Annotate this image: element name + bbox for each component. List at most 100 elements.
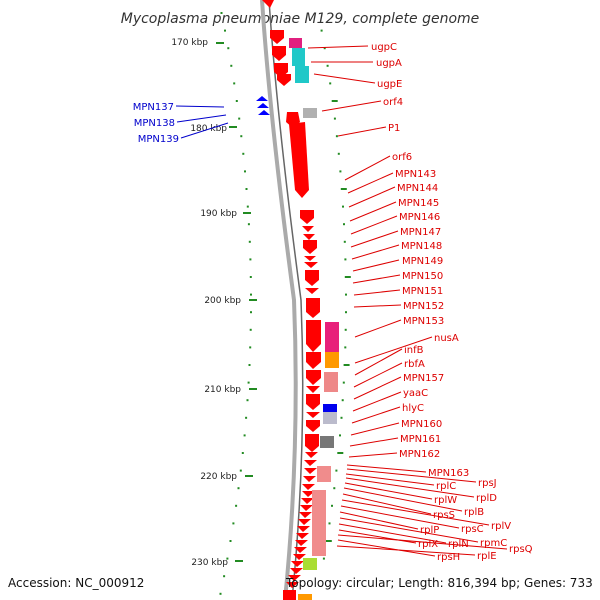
gene-label-MPN145[interactable]: MPN145 [398, 198, 439, 209]
gene-label-rpmC[interactable]: rpmC [480, 538, 507, 549]
gene-label-rpsC[interactable]: rpsC [461, 524, 484, 535]
gene-arrow-MPN145[interactable] [303, 234, 315, 240]
gene-label-rplC[interactable]: rplC [436, 481, 456, 492]
gene-label-rpsH[interactable]: rpsH [437, 552, 460, 563]
gene-arrow-rplD[interactable] [301, 498, 314, 504]
gene-label-hlyC[interactable]: hlyC [402, 403, 424, 414]
gene-arrow-rplP[interactable] [295, 540, 308, 546]
gene-label-MPN149[interactable]: MPN149 [402, 256, 443, 267]
gene-label-MPN147[interactable]: MPN147 [400, 227, 441, 238]
scale-label-190: 190 kbp [200, 209, 251, 219]
gene-arrow-rpsS[interactable] [298, 519, 311, 525]
tick-mark [342, 381, 345, 384]
gene-arrow-MPN151[interactable] [306, 298, 320, 318]
gene-arrow-rplC[interactable] [302, 491, 315, 497]
gene-label-rpsS[interactable]: rpsS [433, 510, 455, 521]
gene-arrow-MPN163[interactable] [303, 476, 316, 482]
gene-label-MPN162[interactable]: MPN162 [399, 449, 440, 460]
gene-arrow-MPN149[interactable] [305, 270, 319, 286]
gene-label-MPN151[interactable]: MPN151 [402, 286, 443, 297]
gene-arrow-ugpA[interactable] [272, 46, 286, 61]
gene-arrow-rpmC[interactable] [294, 547, 307, 553]
gene-arrow-rpsH[interactable] [288, 575, 301, 581]
gene-label-MPN157[interactable]: MPN157 [403, 373, 444, 384]
gene-label-ugpA[interactable]: ugpA [376, 58, 402, 69]
gene-arrow-MPN144[interactable] [302, 226, 314, 232]
gene-label-rbfA[interactable]: rbfA [404, 359, 425, 370]
gene-arrow-MPN160[interactable] [305, 452, 318, 458]
tick-mark [242, 152, 245, 155]
gene-arrow-MPN139[interactable] [258, 110, 270, 115]
gene-label-MPN163[interactable]: MPN163 [428, 468, 469, 479]
gene-label-MPN152[interactable]: MPN152 [403, 301, 444, 312]
gene-arrow-MPN146[interactable] [303, 240, 317, 254]
gene-arrow-MPN148[interactable] [304, 262, 318, 268]
gene-label-nusA[interactable]: nusA [434, 333, 459, 344]
gene-label-MPN161[interactable]: MPN161 [400, 434, 441, 445]
tick-mark [244, 170, 246, 173]
gene-label-MPN144[interactable]: MPN144 [397, 183, 438, 194]
gene-label-yaaC[interactable]: yaaC [403, 388, 428, 399]
gene-label-MPN146[interactable]: MPN146 [399, 212, 440, 223]
tick-mark [249, 258, 252, 261]
tick-mark [246, 205, 249, 208]
gene-arrow-MPN143[interactable] [300, 210, 314, 224]
gene-label-rplP[interactable]: rplP [420, 525, 439, 536]
gene-label-ugpC[interactable]: ugpC [371, 42, 397, 53]
gene-arrow-rplB[interactable] [299, 512, 312, 518]
tick-mark [223, 575, 226, 578]
gene-label-orf4[interactable]: orf4 [383, 97, 403, 108]
tick-mark [331, 504, 333, 507]
gene-label-MPN150[interactable]: MPN150 [402, 271, 443, 282]
gene-arrow-ugpC[interactable] [270, 30, 284, 44]
gene-label-rplE[interactable]: rplE [477, 551, 497, 562]
gene-label-rplN[interactable]: rplN [448, 539, 469, 550]
tick-mark [226, 557, 229, 560]
gene-label-MPN138[interactable]: MPN138 [134, 118, 175, 129]
gene-label-ugpE[interactable]: ugpE [377, 79, 402, 90]
gene-label-MPN137[interactable]: MPN137 [133, 102, 174, 113]
gene-arrow-orf4[interactable] [277, 74, 291, 86]
gene-arrow-rpsJ[interactable] [302, 484, 315, 490]
gene-arrow-bottom[interactable] [283, 590, 296, 600]
gene-arrow-orf6[interactable] [289, 122, 309, 198]
gene-arrow-MPN150[interactable] [305, 288, 319, 294]
gene-arrow-MPN137[interactable] [256, 96, 268, 101]
gene-label-MPN153[interactable]: MPN153 [403, 316, 444, 327]
gene-arrow-rplW[interactable] [300, 505, 313, 511]
gene-arrow-rplN[interactable] [293, 554, 306, 560]
gene-arrow-rbfA[interactable] [306, 394, 320, 410]
gene-arrow-nusA[interactable] [306, 370, 321, 385]
gene-label-rplV[interactable]: rplV [491, 521, 511, 532]
gene-label-MPN143[interactable]: MPN143 [395, 169, 436, 180]
gene-arrow-top[interactable] [262, 0, 274, 8]
gene-arrow-rplV[interactable] [297, 526, 310, 532]
gene-label-rplD[interactable]: rplD [476, 493, 497, 504]
gene-label-rpsQ[interactable]: rpsQ [509, 544, 533, 555]
gene-arrow-MPN153[interactable] [306, 352, 321, 369]
gene-label-infB[interactable]: infB [404, 345, 424, 356]
gene-label-MPN160[interactable]: MPN160 [401, 419, 442, 430]
gene-arrow-infB[interactable] [306, 386, 320, 393]
gene-label-rplB[interactable]: rplB [464, 507, 484, 518]
gene-label-rplX[interactable]: rplX [418, 539, 438, 550]
gene-label-MPN148[interactable]: MPN148 [401, 241, 442, 252]
gene-arrow-MPN138[interactable] [257, 103, 269, 108]
gene-arrow-yaaC[interactable] [306, 420, 320, 432]
gene-arrow-rplE[interactable] [286, 582, 299, 588]
gene-arrow-rpsQ[interactable] [290, 568, 303, 574]
gene-arrow-rpsC[interactable] [296, 533, 309, 539]
tick-mark [248, 240, 251, 243]
gene-arrow-rplX[interactable] [291, 561, 304, 567]
gene-label-MPN139[interactable]: MPN139 [138, 134, 179, 145]
gene-arrow-MPN162[interactable] [304, 468, 317, 474]
gene-arrow-MPN147[interactable] [304, 256, 316, 261]
gene-arrow-MPN157[interactable] [306, 412, 320, 418]
gene-label-rpsJ[interactable]: rpsJ [478, 478, 497, 489]
gene-arrow-MPN161[interactable] [304, 460, 317, 466]
gene-label-P1[interactable]: P1 [388, 123, 400, 134]
gene-arrow-hlyC[interactable] [305, 434, 319, 452]
gene-label-rplW[interactable]: rplW [434, 495, 457, 506]
gene-arrow-MPN152[interactable] [306, 320, 321, 352]
gene-label-orf6[interactable]: orf6 [392, 152, 412, 163]
